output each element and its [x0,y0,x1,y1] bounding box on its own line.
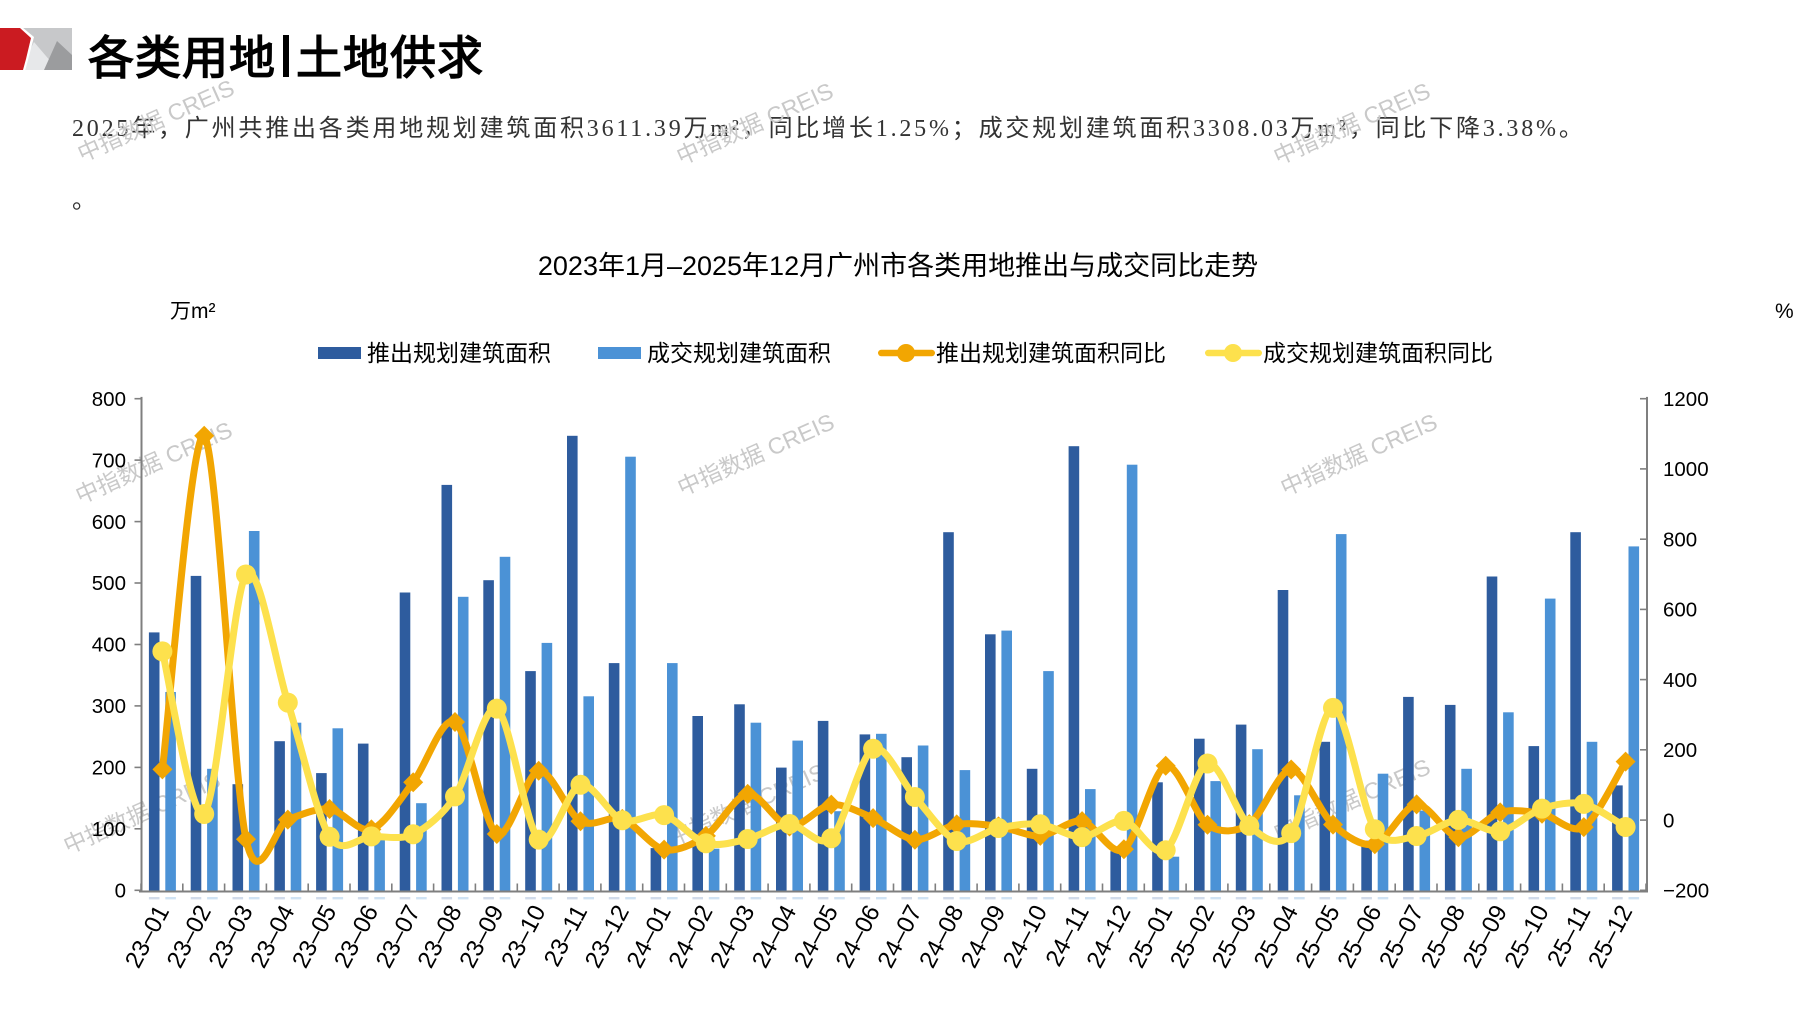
svg-text:中指数据 CREIS: 中指数据 CREIS [1269,78,1434,170]
svg-text:800: 800 [92,388,126,411]
svg-text:推出规划建筑面积: 推出规划建筑面积 [367,340,551,366]
svg-text:1000: 1000 [1663,458,1709,481]
svg-text:成交规划建筑面积: 成交规划建筑面积 [647,340,831,366]
svg-text:中指数据 CREIS: 中指数据 CREIS [673,409,838,501]
svg-text:−200: −200 [1663,880,1709,903]
svg-text:中指数据 CREIS: 中指数据 CREIS [73,75,238,167]
svg-text:中指数据 CREIS: 中指数据 CREIS [672,78,837,170]
svg-text:200: 200 [92,757,126,780]
svg-text:200: 200 [1663,739,1697,762]
svg-text:成交规划建筑面积同比: 成交规划建筑面积同比 [1263,340,1493,366]
svg-text:300: 300 [92,695,126,718]
svg-text:2023年1月–2025年12月广州市各类用地推出与成交同比: 2023年1月–2025年12月广州市各类用地推出与成交同比走势 [538,251,1258,281]
svg-text:中指数据 CREIS: 中指数据 CREIS [1276,409,1441,501]
svg-text:600: 600 [1663,599,1697,622]
svg-text:800: 800 [1663,528,1697,551]
svg-text:100: 100 [92,818,126,841]
svg-text:400: 400 [1663,669,1697,692]
svg-text:0: 0 [115,880,126,903]
svg-text:0: 0 [1663,809,1674,832]
svg-text:%: % [1775,300,1794,323]
svg-text:400: 400 [92,634,126,657]
svg-text:万m²: 万m² [170,300,216,323]
svg-text:1200: 1200 [1663,388,1709,411]
svg-text:600: 600 [92,511,126,534]
svg-text:700: 700 [92,449,126,472]
svg-text:500: 500 [92,572,126,595]
svg-text:推出规划建筑面积同比: 推出规划建筑面积同比 [936,340,1166,366]
